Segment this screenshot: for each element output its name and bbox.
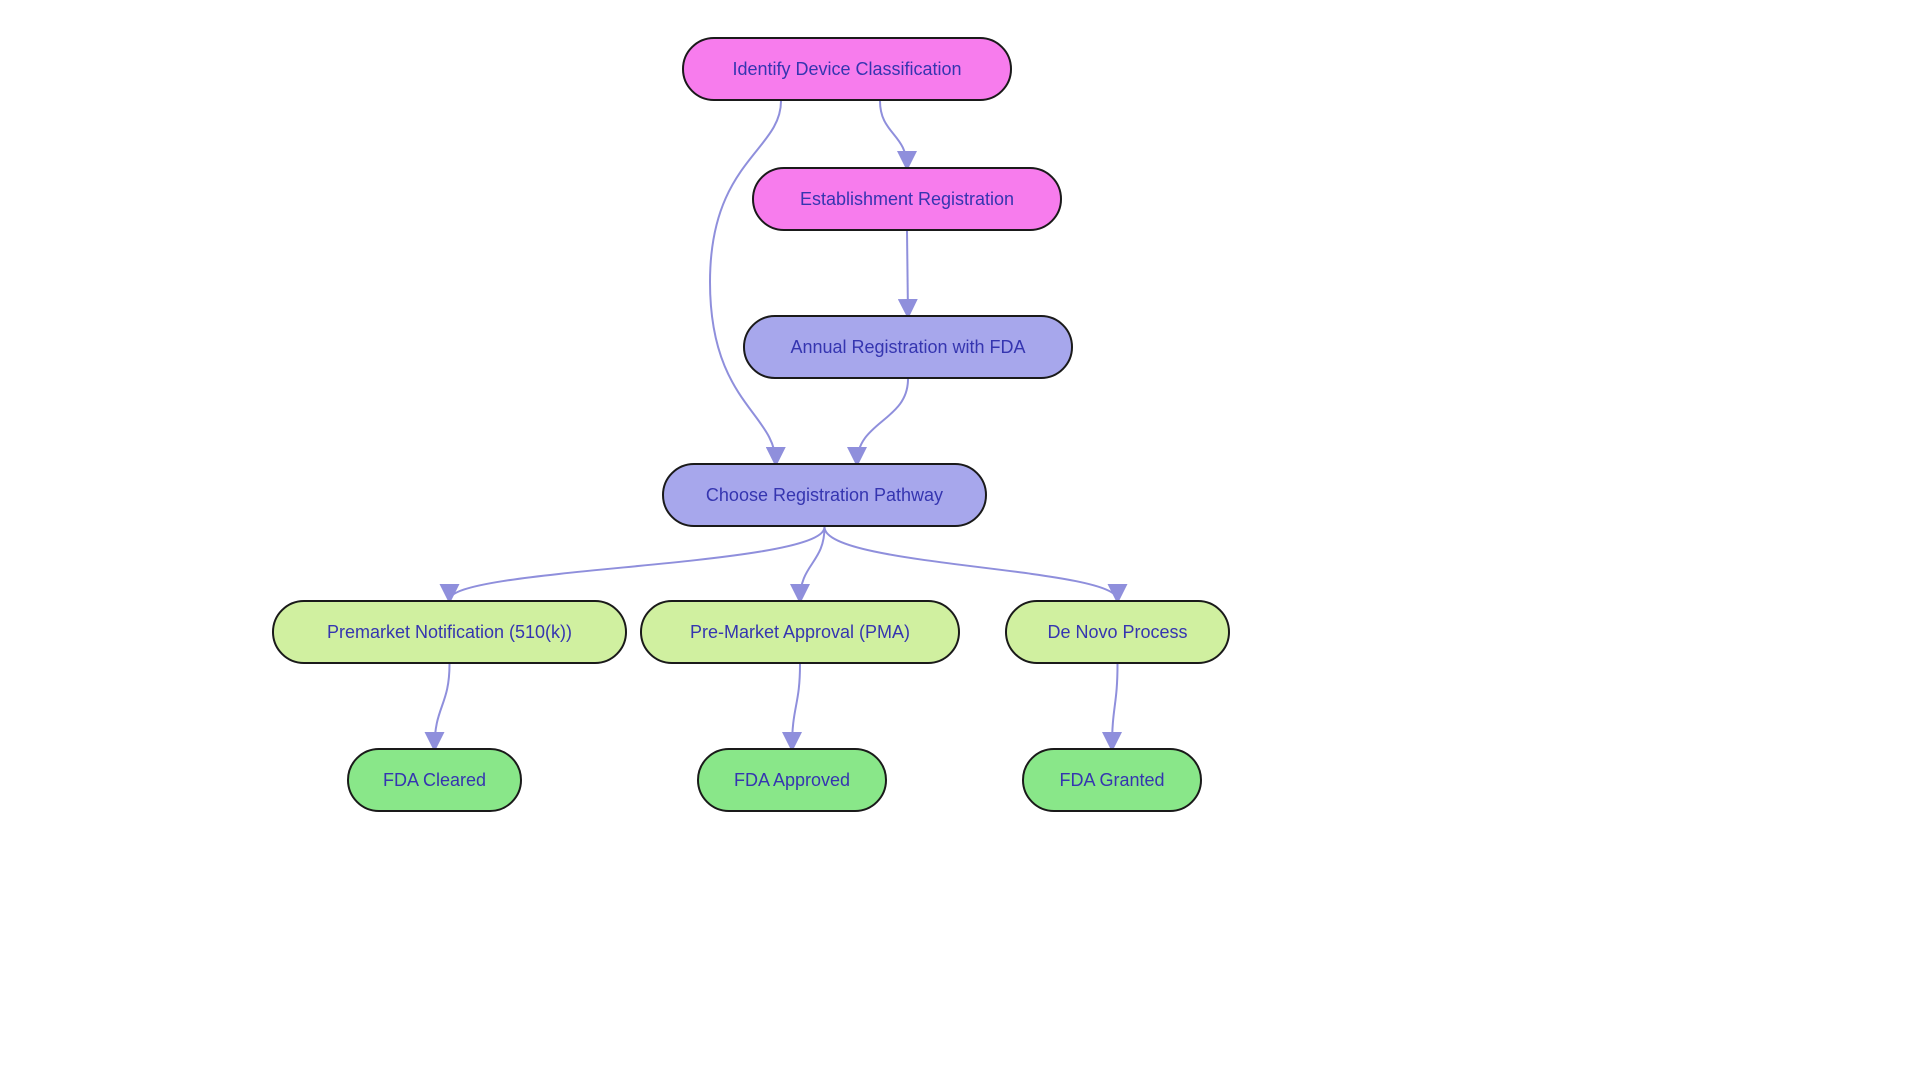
node-label: Establishment Registration	[800, 189, 1014, 210]
edge	[800, 527, 825, 600]
node-premarket: Premarket Notification (510(k))	[272, 600, 627, 664]
node-establish: Establishment Registration	[752, 167, 1062, 231]
node-choose: Choose Registration Pathway	[662, 463, 987, 527]
edge	[1112, 664, 1118, 748]
edge	[435, 664, 450, 748]
node-approved: FDA Approved	[697, 748, 887, 812]
edge	[880, 101, 907, 167]
node-identify: Identify Device Classification	[682, 37, 1012, 101]
node-annual: Annual Registration with FDA	[743, 315, 1073, 379]
node-denovo: De Novo Process	[1005, 600, 1230, 664]
node-label: FDA Granted	[1059, 770, 1164, 791]
node-label: Annual Registration with FDA	[790, 337, 1025, 358]
edge	[792, 664, 800, 748]
edge	[710, 101, 781, 463]
node-label: De Novo Process	[1047, 622, 1187, 643]
edge	[857, 379, 908, 463]
node-label: Premarket Notification (510(k))	[327, 622, 572, 643]
node-label: FDA Approved	[734, 770, 850, 791]
node-pma: Pre-Market Approval (PMA)	[640, 600, 960, 664]
node-cleared: FDA Cleared	[347, 748, 522, 812]
node-granted: FDA Granted	[1022, 748, 1202, 812]
edge	[907, 231, 908, 315]
edge	[825, 527, 1118, 600]
node-label: Identify Device Classification	[732, 59, 961, 80]
node-label: FDA Cleared	[383, 770, 486, 791]
edge	[450, 527, 825, 600]
node-label: Choose Registration Pathway	[706, 485, 943, 506]
node-label: Pre-Market Approval (PMA)	[690, 622, 910, 643]
flowchart-edges	[0, 0, 1920, 1080]
